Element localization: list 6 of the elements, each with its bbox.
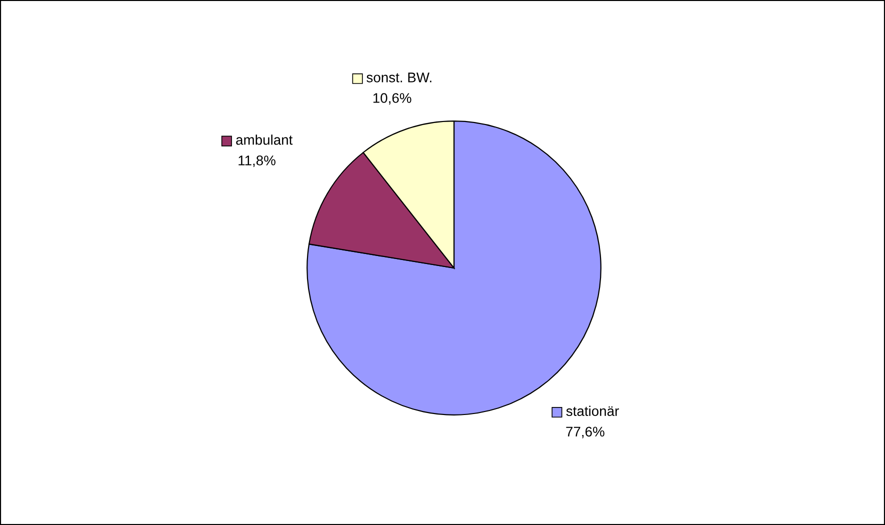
legend-label: ambulant <box>236 134 293 145</box>
legend-label: stationär <box>566 406 619 416</box>
data-label: 10,6% <box>373 93 412 105</box>
data-label: 77,6% <box>566 426 604 438</box>
legend-label: sonst. BW. <box>366 72 432 82</box>
data-label: 11,8% <box>238 156 276 168</box>
